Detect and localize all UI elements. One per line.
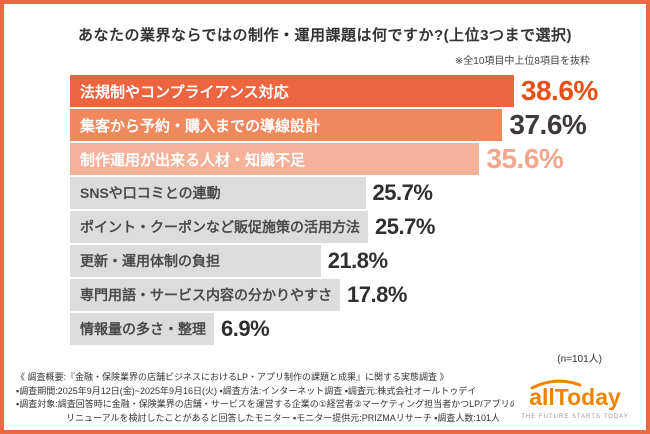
bar-value: 25.7% xyxy=(375,214,435,239)
bar-value: 35.6% xyxy=(486,143,564,174)
bar-value: 38.6% xyxy=(520,75,598,106)
bar-value: 25.7% xyxy=(372,180,433,205)
bar: 更新・運用体制の負担 xyxy=(70,245,321,277)
survey-overview: 《 調査概要:『金融・保険業界の店舗ビジネスにおけるLP・アプリ制作の課題と成果… xyxy=(16,371,546,425)
bar-row: 集客から予約・購入までの導線設計 37.6% xyxy=(70,109,587,141)
bar-label: SNSや口コミとの連動 xyxy=(80,185,221,201)
bar-row: 情報量の多さ・整理 6.9% xyxy=(70,313,530,345)
logo-text: allToday xyxy=(529,384,621,410)
survey-overview-line: ▪調査期間:2025年9月12日(金)~2025年9月16日(火) ▪調査方法:… xyxy=(16,385,477,396)
bar-row: 法規制やコンプライアンス対応 38.6% xyxy=(70,75,598,107)
bar: 情報量の多さ・整理 xyxy=(70,313,214,345)
bar-value: 21.8% xyxy=(327,248,388,273)
survey-overview-line: 《 調査概要:『金融・保険業界の店舗ビジネスにおけるLP・アプリ制作の課題と成果… xyxy=(16,372,449,382)
logo-tagline: THE FUTURE STARTS TODAY xyxy=(521,414,629,420)
sample-size-note: (n=101人) xyxy=(557,354,602,365)
survey-overview-line: ▪調査対象:調査回答時に金融・保険業界の店舗・サービスを運営する企業の①経営者②… xyxy=(16,399,546,409)
bar-label: 専門用語・サービス内容の分かりやすさ xyxy=(80,287,332,303)
page-title: あなたの業界ならではの制作・運用課題は何ですか?(上位3つまで選択) xyxy=(77,27,573,44)
bar: 集客から予約・購入までの導線設計 xyxy=(70,109,503,141)
bar-row: 制作運用が出来る人材・知識不足 35.6% xyxy=(70,143,564,175)
bar-label: ポイント・クーポンなど販促施策の活用方法 xyxy=(80,219,360,235)
bar-label: 更新・運用体制の負担 xyxy=(80,253,220,269)
bar: 法規制やコンプライアンス対応 xyxy=(70,75,514,107)
bar: ポイント・クーポンなど販促施策の活用方法 xyxy=(70,211,368,243)
bar-value: 37.6% xyxy=(509,109,587,140)
bar: 専門用語・サービス内容の分かりやすさ xyxy=(70,279,340,311)
bar-label: 情報量の多さ・整理 xyxy=(80,321,206,337)
survey-overview-line: リニューアルを検討したことがあると回答したモニター ▪モニター提供元:PRIZM… xyxy=(66,412,500,423)
bar: 制作運用が出来る人材・知識不足 xyxy=(70,143,480,175)
alltoday-logo: allToday THE FUTURE STARTS TODAY xyxy=(514,377,636,420)
bar-row: 専門用語・サービス内容の分かりやすさ 17.8% xyxy=(70,279,530,311)
bar-value: 17.8% xyxy=(347,282,407,307)
chart-note: ※全10項目中上位8項目を抜粋 xyxy=(454,56,590,67)
bar-label: 制作運用が出来る人材・知識不足 xyxy=(80,151,306,169)
bar-row: ポイント・クーポンなど販促施策の活用方法 25.7% xyxy=(70,211,530,243)
bar-label: 集客から予約・購入までの導線設計 xyxy=(80,117,321,135)
bar-chart: 法規制やコンプライアンス対応 38.6% 集客から予約・購入までの導線設計 37… xyxy=(70,75,598,345)
alltoday-logo-graphic: allToday xyxy=(529,379,621,410)
bar: SNSや口コミとの連動 xyxy=(70,177,366,209)
bar-label: 法規制やコンプライアンス対応 xyxy=(80,83,289,101)
bar-row: 更新・運用体制の負担 21.8% xyxy=(70,245,530,277)
logo-swoosh-icon xyxy=(530,379,582,390)
bar-value: 6.9% xyxy=(221,316,270,341)
bar-row: SNSや口コミとの連動 25.7% xyxy=(70,177,530,209)
